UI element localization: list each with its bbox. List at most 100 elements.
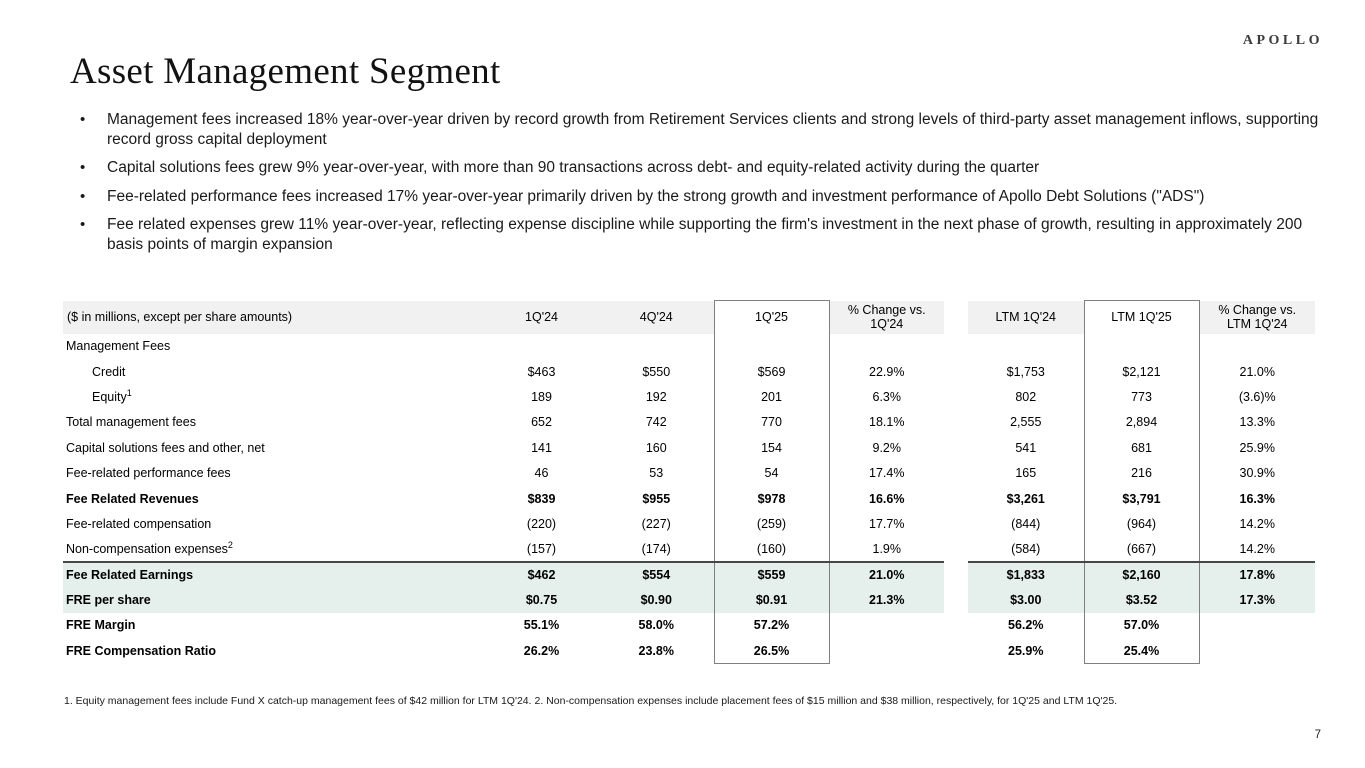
table-cell: $559 [713, 561, 830, 588]
table-cell: 773 [1083, 384, 1200, 410]
table-cell: 21.0% [1239, 364, 1275, 379]
table-cell: 53 [649, 466, 664, 481]
table-cell: $1,833 [968, 561, 1084, 588]
table-cell: $3.52 [1083, 587, 1200, 613]
table-cell: $569 [713, 358, 830, 385]
table-cell: 141 [531, 440, 552, 455]
table-cell: (667) [1083, 536, 1200, 563]
table-cell: 14.2% [1239, 541, 1275, 556]
row-label-text: Fee Related Revenues [66, 491, 199, 506]
row-label-text: FRE Margin [66, 618, 136, 633]
table-row: FRE Margin 55.1% 58.0% 57.2% 56.2% 57.0% [63, 612, 1315, 639]
table-column-header: % Change vs. LTM 1Q'24 [1199, 300, 1315, 334]
row-label-text: FRE Compensation Ratio [66, 643, 217, 658]
table-row: FRE Compensation Ratio 26.2% 23.8% 26.5% 25.… [63, 638, 1315, 665]
table-cell: 681 [1083, 435, 1200, 461]
table-cell: 18.1% [869, 415, 905, 430]
table-cell [829, 638, 944, 663]
table-cell [829, 334, 944, 359]
table-cell: 6.3% [872, 389, 902, 404]
table-cell [1199, 334, 1315, 359]
table-cell: 30.9% [1239, 466, 1275, 481]
table-cell: 26.2% [523, 643, 560, 658]
table-cell: (174) [641, 541, 671, 556]
table-column-header: 4Q'24 [599, 300, 714, 334]
table-body: Management Fees Credit $463 $550 $569 22.9% $1… [63, 333, 1315, 665]
table-cell: 57.0% [1083, 612, 1200, 639]
row-label: Capital solutions fees and other, net [63, 435, 484, 460]
table-cell: (259) [713, 511, 830, 537]
table-cell: 160 [645, 440, 667, 455]
highlights-bullet-list: • Management fees increased 18% year-over… [80, 110, 1322, 263]
table-cell: $550 [642, 364, 671, 379]
bullet-item: • Management fees increased 18% year-over… [80, 110, 1322, 149]
table-row: FRE per share $0.75 $0.90 $0.91 21.3% $3.00 $3… [63, 587, 1315, 613]
table-cell: $3,261 [1006, 491, 1045, 506]
bullet-item: • Fee-related performance fees increased … [80, 187, 1322, 207]
page-number: 7 [1314, 729, 1321, 741]
table-cell: 201 [713, 384, 830, 410]
table-row: Credit $463 $550 $569 22.9% $1,753 $2,121 21.0% [63, 358, 1315, 385]
table-cell: $839 [527, 491, 556, 506]
bullet-item: • Fee related expenses grew 11% year-over… [80, 215, 1322, 254]
row-label: FRE per share [63, 587, 484, 613]
table-cell: 770 [713, 409, 830, 436]
table-cell: 1.9% [872, 541, 902, 556]
table-cell: 25.9% [1239, 440, 1275, 455]
table-cell [1199, 638, 1315, 663]
row-label: FRE Margin [63, 613, 484, 638]
column-gap [944, 587, 968, 612]
row-label-text: Capital solutions fees and other, net [66, 440, 265, 455]
bullet-text: Fee related expenses grew 11% year-over-… [107, 216, 1303, 253]
table-cell: 22.9% [869, 364, 905, 379]
column-gap [944, 334, 968, 359]
table-row: Capital solutions fees and other, net 141… [63, 435, 1315, 461]
page-title: Asset Management Segment [70, 51, 501, 92]
bullet-icon: • [80, 216, 86, 233]
footnote-marker: 1 [126, 387, 132, 398]
row-label-text: Management Fees [66, 339, 171, 354]
table-cell: (220) [526, 516, 557, 531]
table-cell: $0.75 [484, 587, 599, 613]
row-label: Fee-related performance fees [63, 460, 484, 485]
bullet-icon: • [80, 187, 86, 205]
column-gap [944, 562, 968, 587]
row-label: Management Fees [63, 334, 484, 359]
row-label: Non-compensation expenses2 [63, 537, 484, 562]
row-label: Equity1 [63, 384, 484, 409]
table-cell [484, 334, 599, 359]
column-gap [944, 638, 968, 663]
table-cell: 17.4% [869, 466, 905, 481]
row-label: FRE Compensation Ratio [63, 638, 484, 663]
column-gap [944, 410, 968, 435]
table-cell: 57.2% [713, 612, 830, 639]
table-cell: $463 [527, 364, 556, 379]
table-cell: 25.9% [1008, 643, 1044, 658]
table-cell [1199, 613, 1315, 638]
table-row: Fee-related compensation (220) (227) (259) 1… [63, 511, 1315, 537]
column-gap [944, 613, 968, 638]
table-cell: $2,121 [1083, 358, 1200, 385]
row-label-text: FRE per share [66, 593, 151, 608]
table-units-header: ($ in millions, except per share amounts… [63, 300, 484, 334]
table-cell: $462 [484, 561, 599, 588]
table-cell: (584) [1011, 541, 1041, 556]
table-cell: 652 [531, 415, 552, 430]
column-gap [944, 384, 968, 409]
table-cell: 23.8% [638, 643, 674, 658]
table-cell: $1,753 [1006, 364, 1045, 379]
table-row: Fee Related Revenues $839 $955 $978 16.6% $3,… [63, 485, 1315, 512]
table-cell [1083, 333, 1200, 359]
row-label-text: Credit [92, 364, 126, 379]
column-gap [944, 537, 968, 562]
table-cell: 54 [713, 460, 830, 486]
row-label-text: Equity [92, 389, 127, 404]
table-cell: 21.3% [829, 587, 944, 613]
column-gap [944, 359, 968, 384]
table-cell: 17.3% [1199, 587, 1315, 613]
row-label: Fee Related Earnings [63, 561, 484, 588]
column-gap [944, 301, 968, 334]
table-cell: 46 [534, 466, 549, 481]
column-gap [944, 511, 968, 536]
table-column-header: 1Q'24 [484, 300, 599, 334]
